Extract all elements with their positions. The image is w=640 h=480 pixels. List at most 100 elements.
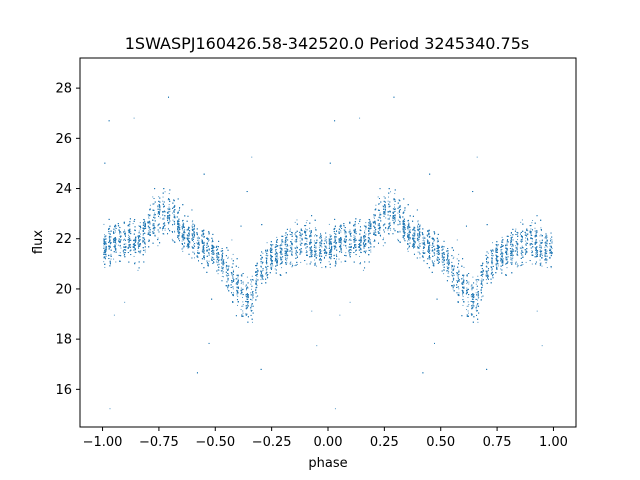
data-point xyxy=(374,226,376,228)
data-point xyxy=(478,297,480,299)
data-point xyxy=(353,224,355,226)
data-point xyxy=(492,254,494,256)
data-point xyxy=(471,307,473,309)
data-point xyxy=(222,266,224,268)
data-point xyxy=(525,252,527,254)
data-point xyxy=(315,245,317,247)
data-point xyxy=(213,250,215,252)
data-point xyxy=(286,243,288,245)
data-point xyxy=(431,250,433,252)
data-point xyxy=(355,231,357,233)
data-point xyxy=(338,241,340,243)
data-point xyxy=(148,217,150,219)
data-point xyxy=(417,226,419,228)
data-point xyxy=(358,223,360,225)
data-point xyxy=(517,244,519,246)
data-point xyxy=(472,294,474,296)
data-point xyxy=(211,258,213,260)
data-point xyxy=(172,219,174,221)
data-point xyxy=(388,203,390,205)
data-point xyxy=(192,241,194,243)
data-point xyxy=(285,250,287,252)
data-point xyxy=(186,244,188,246)
data-point xyxy=(174,230,176,232)
data-point xyxy=(182,222,184,224)
data-point xyxy=(279,263,281,265)
data-point xyxy=(462,304,464,306)
data-point xyxy=(439,252,441,254)
data-point xyxy=(286,255,288,257)
data-point xyxy=(178,222,180,224)
data-point xyxy=(441,260,443,262)
data-point xyxy=(262,252,264,254)
data-point xyxy=(476,156,478,158)
data-point xyxy=(236,294,238,296)
data-point xyxy=(129,244,131,246)
data-point xyxy=(188,246,190,248)
data-point xyxy=(333,232,335,234)
data-point xyxy=(394,211,395,213)
data-point xyxy=(153,203,155,205)
data-point xyxy=(417,226,419,228)
data-point xyxy=(335,242,337,244)
data-point xyxy=(134,251,136,253)
data-point xyxy=(481,296,483,298)
data-point xyxy=(225,266,227,268)
data-point xyxy=(539,235,541,237)
data-point xyxy=(203,250,205,252)
data-point xyxy=(486,262,488,264)
data-point xyxy=(519,240,521,242)
data-point xyxy=(269,263,271,265)
data-point xyxy=(211,241,213,243)
data-point xyxy=(329,263,331,265)
data-point xyxy=(414,240,416,242)
data-point xyxy=(458,269,460,271)
data-point xyxy=(336,230,338,232)
data-point xyxy=(470,295,472,297)
data-point xyxy=(130,231,132,233)
data-point xyxy=(476,281,478,283)
data-point xyxy=(438,250,440,252)
data-point xyxy=(275,252,277,254)
data-point xyxy=(418,230,420,232)
data-point xyxy=(120,236,122,238)
data-point xyxy=(281,242,283,244)
data-point xyxy=(515,234,517,236)
data-point xyxy=(363,244,365,246)
data-point xyxy=(109,240,111,242)
data-point xyxy=(345,232,347,234)
data-point xyxy=(132,223,134,225)
data-point xyxy=(236,283,238,285)
data-point xyxy=(309,230,311,232)
data-point xyxy=(345,240,347,242)
data-point xyxy=(237,282,239,284)
data-point xyxy=(202,247,204,249)
data-point xyxy=(240,274,242,276)
data-point xyxy=(456,258,458,260)
data-point xyxy=(120,232,122,234)
data-point xyxy=(227,277,229,279)
data-point xyxy=(222,268,224,270)
data-point xyxy=(266,242,268,244)
data-point xyxy=(296,263,298,265)
data-point xyxy=(164,229,166,231)
data-point xyxy=(374,234,376,236)
data-point xyxy=(374,234,376,236)
data-point xyxy=(309,252,311,254)
data-point xyxy=(162,196,164,198)
data-point xyxy=(354,225,356,227)
data-point xyxy=(380,217,382,219)
data-point xyxy=(447,268,449,270)
data-point xyxy=(428,234,430,236)
data-point xyxy=(437,252,439,254)
data-point xyxy=(466,281,468,283)
data-point xyxy=(516,266,518,268)
data-point xyxy=(281,267,283,269)
data-point xyxy=(277,258,279,260)
data-point xyxy=(113,241,115,243)
data-point xyxy=(113,314,115,316)
data-point xyxy=(517,263,519,265)
data-point xyxy=(540,245,542,247)
data-point xyxy=(404,227,406,229)
